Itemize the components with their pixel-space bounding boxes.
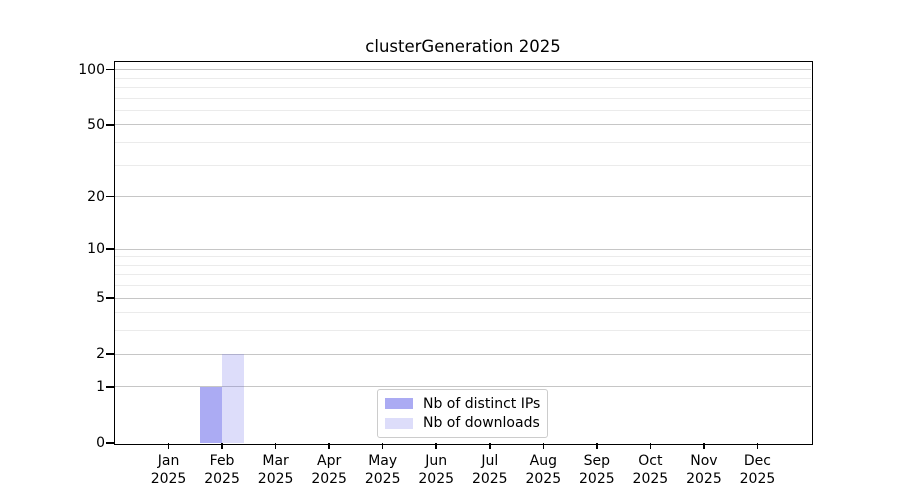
x-tick-month: Jun: [425, 453, 448, 469]
y-tick-label: 1: [96, 378, 105, 395]
legend-label: Nb of distinct IPs: [423, 395, 541, 412]
y-tick-label: 0: [96, 435, 105, 451]
x-axis-tick: [274, 443, 277, 449]
x-tick-label: Jan 2025: [129, 452, 209, 488]
x-tick-year: 2025: [525, 471, 562, 487]
y-axis-tick: [106, 442, 114, 444]
minor-gridline: [115, 97, 811, 99]
x-tick-month: Dec: [743, 453, 771, 469]
x-axis-tick: [221, 443, 223, 449]
x-axis-tick: [596, 443, 598, 449]
y-axis-tick: [106, 68, 114, 71]
major-gridline: [115, 124, 811, 126]
minor-gridline: [115, 256, 811, 258]
x-tick-year: 2025: [418, 471, 455, 487]
x-axis-tick: [542, 443, 545, 449]
x-tick-year: 2025: [739, 471, 776, 487]
x-tick-month: Nov: [690, 453, 718, 469]
x-tick-year: 2025: [471, 471, 508, 487]
x-tick-year: 2025: [686, 471, 722, 487]
x-tick-label: Oct 2025: [610, 452, 690, 488]
y-tick-label: 5: [96, 290, 105, 307]
x-tick-label: Dec 2025: [717, 452, 797, 488]
legend-label: Nb of downloads: [423, 415, 540, 432]
legend-entry: Nb of downloads: [385, 415, 541, 431]
minor-gridline: [115, 330, 811, 332]
x-tick-month: Sep: [583, 453, 611, 469]
y-axis-tick: [106, 353, 114, 355]
y-tick-label: 50: [87, 116, 105, 133]
legend-box: Nb of distinct IPs Nb of downloads: [377, 389, 548, 438]
x-axis-tick: [381, 443, 384, 449]
x-axis-tick: [435, 443, 437, 449]
legend-entry: Nb of distinct IPs: [385, 396, 541, 412]
y-axis-tick: [106, 195, 114, 198]
x-tick-year: 2025: [204, 471, 240, 487]
x-axis-tick: [489, 443, 491, 449]
x-axis-tick: [703, 443, 705, 449]
x-tick-label: Apr 2025: [289, 452, 369, 488]
x-tick-year: 2025: [311, 471, 347, 487]
x-tick-month: Aug: [529, 453, 557, 469]
y-axis-tick: [106, 248, 114, 250]
x-tick-year: 2025: [364, 471, 401, 487]
major-gridline: [115, 353, 811, 355]
legend-swatch: [385, 417, 413, 429]
x-axis-tick: [328, 443, 330, 449]
minor-gridline: [115, 77, 811, 79]
minor-gridline: [115, 285, 811, 287]
minor-gridline: [115, 109, 811, 111]
x-axis-tick: [649, 443, 652, 449]
x-tick-label: Jul 2025: [450, 452, 530, 488]
x-tick-month: May: [368, 453, 398, 469]
major-gridline: [115, 297, 811, 299]
x-tick-label: Aug 2025: [503, 452, 583, 488]
x-tick-label: Feb 2025: [182, 452, 262, 488]
major-gridline: [115, 248, 811, 250]
minor-gridline: [115, 164, 811, 166]
major-gridline: [115, 386, 811, 388]
x-tick-label: Mar 2025: [236, 452, 316, 488]
minor-gridline: [115, 312, 811, 314]
chart-title: clusterGeneration 2025: [365, 37, 561, 56]
bar-downloads: [222, 354, 245, 443]
y-axis-tick: [106, 386, 114, 388]
y-tick-label: 100: [78, 61, 105, 78]
bar-distinct-ips: [200, 386, 223, 443]
x-axis-tick: [756, 443, 759, 449]
minor-gridline: [115, 264, 811, 266]
y-tick-label: 2: [96, 346, 105, 363]
y-axis-tick: [106, 124, 114, 126]
major-gridline: [115, 196, 811, 198]
minor-gridline: [115, 86, 811, 88]
x-tick-month: Feb: [209, 453, 235, 469]
x-tick-year: 2025: [579, 471, 615, 487]
x-tick-label: Jun 2025: [396, 452, 476, 488]
x-tick-month: Apr: [317, 453, 342, 469]
x-tick-year: 2025: [632, 471, 669, 487]
x-tick-month: Jan: [157, 453, 180, 469]
y-axis-tick: [106, 297, 114, 299]
y-tick-label: 10: [87, 241, 105, 257]
x-tick-year: 2025: [150, 471, 187, 487]
y-tick-label: 20: [87, 188, 105, 205]
x-tick-month: Oct: [638, 453, 663, 469]
minor-gridline: [115, 142, 811, 144]
x-tick-label: Sep 2025: [557, 452, 637, 488]
x-axis-tick: [167, 443, 170, 449]
x-tick-month: Mar: [262, 453, 289, 469]
minor-gridline: [115, 274, 811, 276]
major-gridline: [115, 69, 811, 71]
x-tick-year: 2025: [257, 471, 294, 487]
legend-swatch: [385, 398, 413, 410]
x-tick-label: May 2025: [343, 452, 423, 488]
x-tick-label: Nov 2025: [664, 452, 744, 488]
x-tick-month: Jul: [481, 453, 499, 469]
